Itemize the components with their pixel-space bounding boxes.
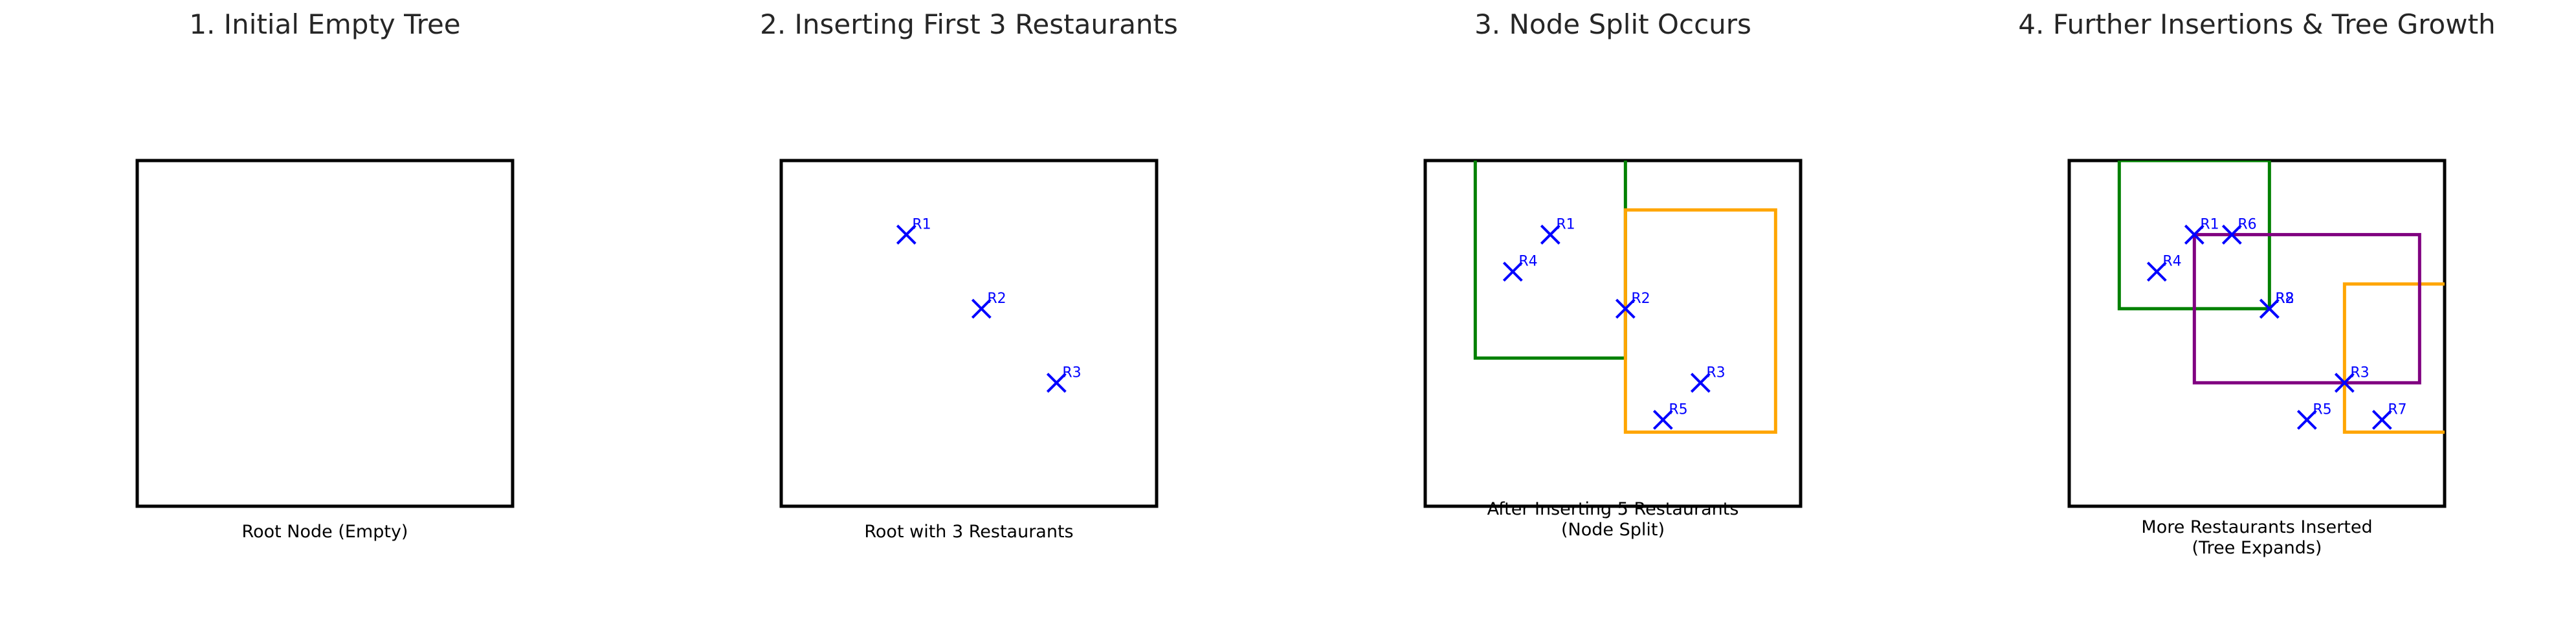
- panel-title: 1. Initial Empty Tree: [189, 8, 460, 40]
- restaurant-label: R2: [1631, 291, 1650, 307]
- panel-caption: Root with 3 Restaurants: [864, 522, 1073, 542]
- restaurant-marker-r2: [1615, 298, 1636, 319]
- panel-caption: (Node Split): [1561, 520, 1665, 540]
- restaurant-label: R4: [2162, 254, 2181, 270]
- restaurant-marker-r3: [1046, 372, 1067, 393]
- restaurant-label: R1: [1556, 216, 1575, 232]
- restaurant-label: R1: [912, 216, 931, 232]
- panel-caption: Root Node (Empty): [242, 522, 408, 542]
- panel-title: 2. Inserting First 3 Restaurants: [760, 8, 1178, 40]
- restaurant-marker-r4: [2146, 262, 2167, 282]
- restaurant-marker-r5: [2296, 410, 2317, 430]
- restaurant-marker-r8: [2259, 298, 2280, 319]
- restaurant-marker-r1: [896, 225, 916, 245]
- restaurant-marker-r6: [2221, 225, 2242, 245]
- restaurant-marker-r3: [1690, 372, 1711, 393]
- restaurant-label: R5: [2313, 402, 2331, 418]
- root-node-frame: [135, 159, 515, 508]
- restaurant-label: R3: [2350, 364, 2369, 381]
- panel-2: 2. Inserting First 3 Restaurants R1 R2 R3 Ro…: [760, 8, 1178, 542]
- root-node-frame: [779, 159, 1159, 508]
- panel-1: 1. Initial Empty Tree Root Node (Empty): [135, 8, 515, 542]
- panel-caption: More Restaurants Inserted: [2141, 517, 2372, 537]
- restaurant-label: R2: [2275, 291, 2294, 307]
- child-node-box-2: [1623, 208, 1777, 434]
- restaurant-marker-r3: [2334, 372, 2355, 393]
- panel-4: 4. Further Insertions & Tree Growth R1 R6 R…: [2018, 8, 2495, 558]
- panel-caption: After Inserting 5 Restaurants: [1487, 499, 1739, 519]
- root-node-frame: [2067, 159, 2447, 508]
- restaurant-marker-r2: [971, 298, 992, 319]
- restaurant-label: R3: [1706, 364, 1725, 381]
- restaurant-marker-r5: [1652, 410, 1673, 430]
- restaurant-label: R6: [2237, 216, 2256, 232]
- restaurant-marker-r1: [1540, 225, 1560, 245]
- restaurant-label: R1: [2200, 216, 2219, 232]
- restaurant-label: R7: [2388, 402, 2406, 418]
- child-node-box-3: [2192, 232, 2421, 385]
- restaurant-label: R2: [987, 291, 1006, 307]
- restaurant-label: R5: [1669, 402, 1687, 418]
- panel-3: 3. Node Split Occurs R1 R4 R2 R3 R5 After Inse…: [1423, 8, 1803, 540]
- panel-title: 4. Further Insertions & Tree Growth: [2018, 8, 2495, 40]
- child-node-box-1: [1473, 161, 1627, 360]
- restaurant-marker-r7: [2371, 410, 2392, 430]
- panel-caption: (Tree Expands): [2192, 538, 2322, 558]
- panel-title: 3. Node Split Occurs: [1474, 8, 1751, 40]
- restaurant-marker-r1: [2184, 225, 2204, 245]
- restaurant-label: R3: [1062, 364, 1081, 381]
- restaurant-label: R8: [2275, 291, 2294, 307]
- root-node-frame: [1423, 159, 1803, 508]
- restaurant-marker-r4: [1502, 262, 1523, 282]
- restaurant-label: R4: [1518, 254, 1537, 270]
